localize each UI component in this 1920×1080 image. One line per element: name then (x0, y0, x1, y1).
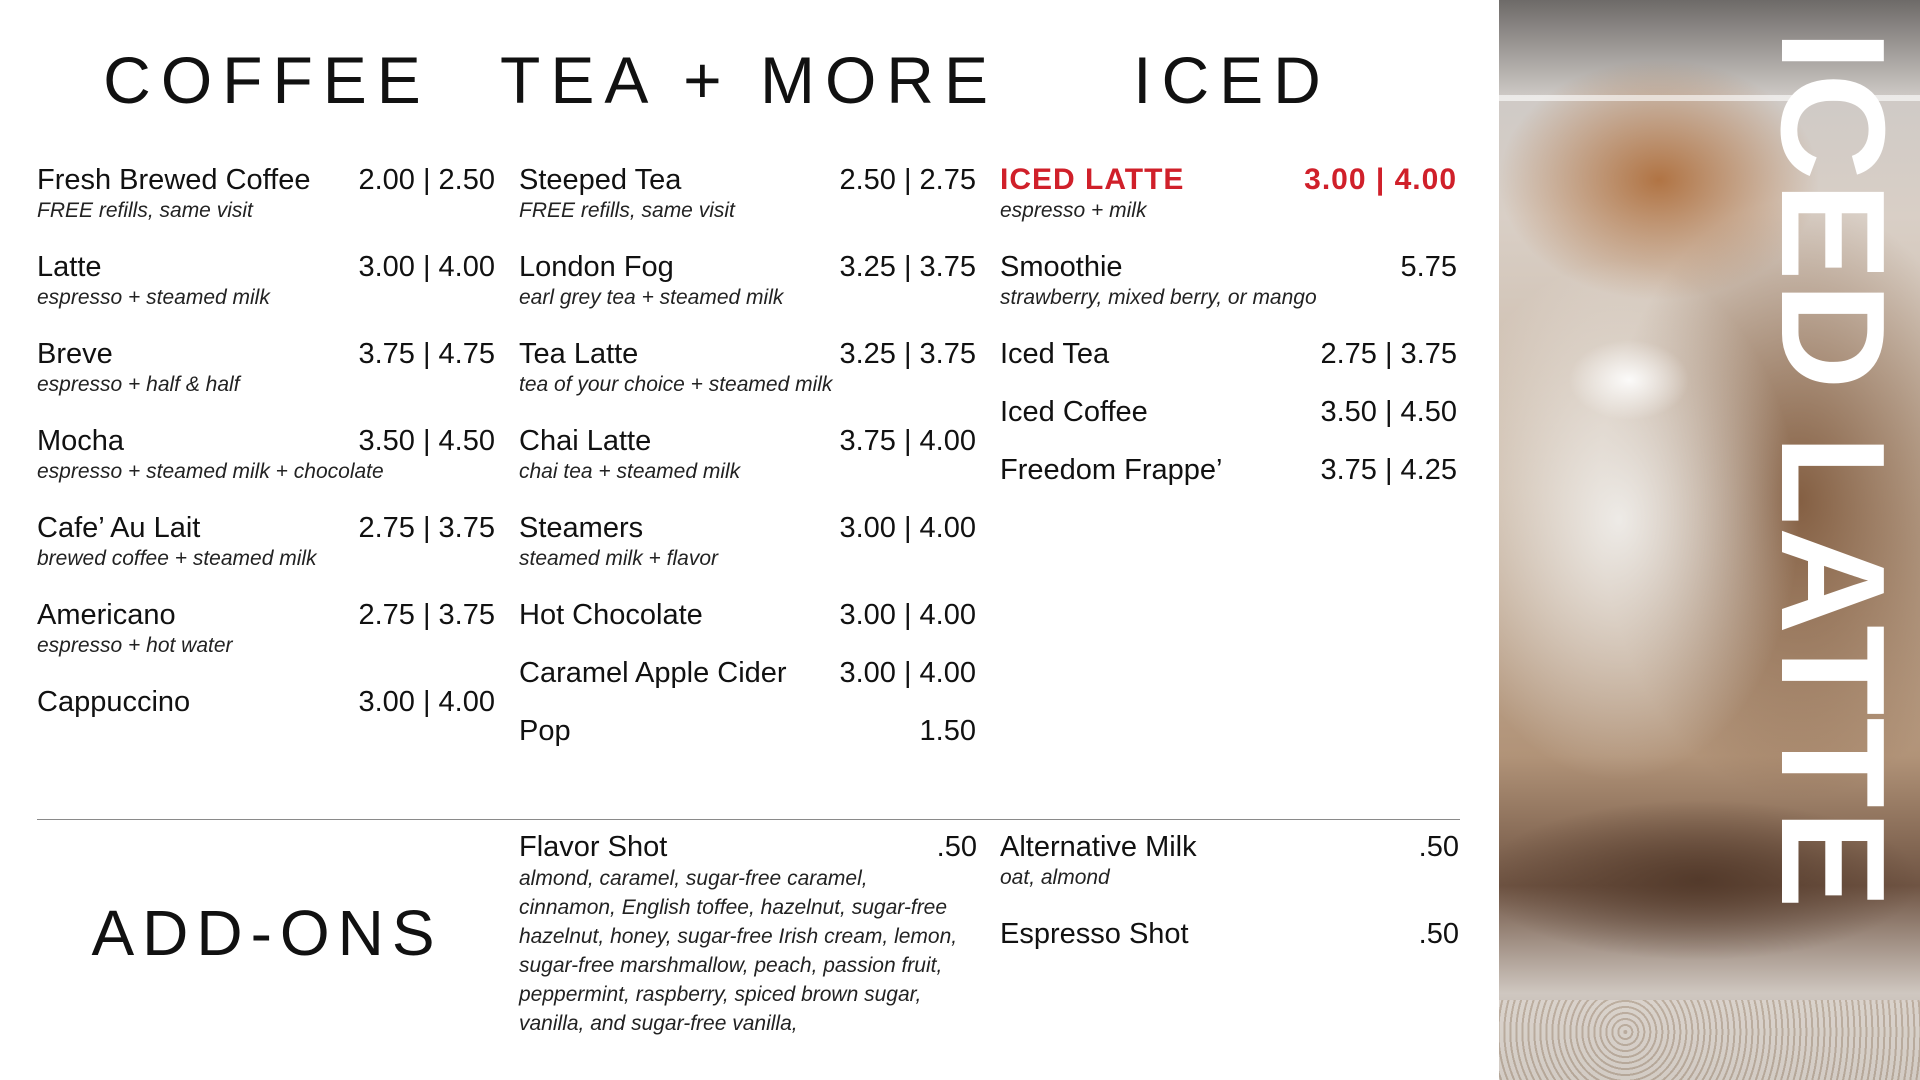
flavor-option-line: almond, caramel, sugar-free caramel, (519, 867, 868, 890)
item-description: chai tea + steamed milk (519, 460, 741, 483)
item-name: Iced Tea (1000, 338, 1110, 370)
item-description: espresso + steamed milk (37, 286, 270, 309)
item-description: earl grey tea + steamed milk (519, 286, 784, 309)
item-price: 3.25 | 3.75 (839, 251, 976, 283)
item-description: oat, almond (1000, 866, 1110, 889)
item-name: Caramel Apple Cider (519, 657, 787, 689)
item-description: espresso + hot water (37, 634, 233, 657)
item-description: strawberry, mixed berry, or mango (1000, 286, 1317, 309)
item-price: 5.75 (1400, 251, 1457, 283)
item-name: Iced Coffee (1000, 396, 1148, 428)
item-price: 3.75 | 4.75 (358, 338, 495, 370)
item-name: Steeped Tea (519, 164, 682, 196)
item-name: Fresh Brewed Coffee (37, 164, 311, 196)
item-description: brewed coffee + steamed milk (37, 547, 317, 570)
item-price: .50 (936, 831, 977, 863)
item-name: Chai Latte (519, 425, 652, 457)
heading-tea-more: TEA + MORE (500, 43, 998, 117)
item-price: 3.25 | 3.75 (839, 338, 976, 370)
item-price: 3.00 | 4.00 (1304, 163, 1457, 196)
item-price: 3.50 | 4.50 (358, 425, 495, 457)
countertop (1499, 1000, 1920, 1080)
item-name: Flavor Shot (519, 831, 668, 863)
flavor-option-line: vanilla, and sugar-free vanilla, (519, 1012, 798, 1035)
item-name: London Fog (519, 251, 674, 283)
item-description: FREE refills, same visit (519, 199, 735, 222)
item-description: espresso + steamed milk + chocolate (37, 460, 384, 483)
item-description: FREE refills, same visit (37, 199, 253, 222)
item-name: Cappuccino (37, 686, 191, 718)
item-price: 3.75 | 4.00 (839, 425, 976, 457)
heading-add-ons: ADD-ONS (91, 897, 443, 969)
flavor-shot-options: almond, caramel, sugar-free caramel, cinn… (519, 864, 989, 1038)
item-name: Breve (37, 338, 113, 370)
flavor-option-line: hazelnut, honey, sugar-free Irish cream,… (519, 925, 958, 948)
item-name: Freedom Frappe’ (1000, 454, 1223, 486)
item-price: 2.00 | 2.50 (358, 164, 495, 196)
item-name: Hot Chocolate (519, 599, 703, 631)
item-price: 3.00 | 4.00 (358, 251, 495, 283)
item-name: Alternative Milk (1000, 831, 1197, 863)
feature-banner: ICED LATTE (1750, 30, 1915, 911)
item-price: 3.75 | 4.25 (1320, 454, 1457, 486)
item-price: 2.75 | 3.75 (1320, 338, 1457, 370)
flavor-option-line: sugar-free marshmallow, peach, passion f… (519, 954, 943, 977)
item-price: .50 (1418, 918, 1459, 950)
item-name: Pop (519, 715, 571, 747)
item-description: tea of your choice + steamed milk (519, 373, 833, 396)
item-price: 2.75 | 3.75 (358, 599, 495, 631)
item-name: ICED LATTE (1000, 163, 1185, 196)
item-price: 3.00 | 4.00 (839, 512, 976, 544)
item-price: 3.50 | 4.50 (1320, 396, 1457, 428)
flavor-option-line: peppermint, raspberry, spiced brown suga… (519, 983, 922, 1006)
item-price: 3.00 | 4.00 (839, 657, 976, 689)
item-description: espresso + half & half (37, 373, 240, 396)
item-name: Tea Latte (519, 338, 639, 370)
item-price: 3.00 | 4.00 (839, 599, 976, 631)
item-description: steamed milk + flavor (519, 547, 718, 570)
heading-iced: ICED (1133, 43, 1331, 117)
item-name: Mocha (37, 425, 125, 457)
item-description: espresso + milk (1000, 199, 1147, 222)
item-name: Latte (37, 251, 102, 283)
section-divider (37, 819, 1460, 820)
iced-latte-photo (1499, 0, 1920, 1080)
item-price: 2.50 | 2.75 (839, 164, 976, 196)
item-name: Smoothie (1000, 251, 1123, 283)
item-name: Steamers (519, 512, 644, 544)
flavor-option-line: cinnamon, English toffee, hazelnut, suga… (519, 896, 948, 919)
item-price: .50 (1418, 831, 1459, 863)
item-price: 3.00 | 4.00 (358, 686, 495, 718)
item-name: Cafe’ Au Lait (37, 512, 201, 544)
item-price: 2.75 | 3.75 (358, 512, 495, 544)
item-price: 1.50 (919, 715, 976, 747)
heading-coffee: COFFEE (103, 43, 431, 117)
item-name: Americano (37, 599, 176, 631)
item-name: Espresso Shot (1000, 918, 1189, 950)
glass-rim (1499, 95, 1920, 101)
